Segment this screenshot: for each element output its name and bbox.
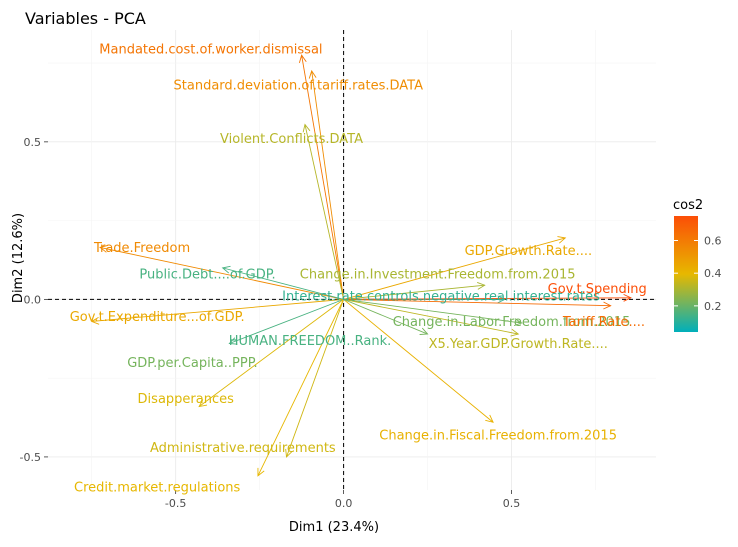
variable-label: GDP.per.Capita..PPP. bbox=[127, 356, 257, 371]
variable-arrow bbox=[309, 71, 343, 299]
variable-arrows bbox=[92, 55, 631, 476]
legend-tick-label: 0.6 bbox=[704, 235, 722, 248]
legend-tick-label: 0.4 bbox=[704, 267, 722, 280]
y-tick-label: 0.0 bbox=[24, 293, 42, 306]
variable-label: Trade.Freedom bbox=[93, 241, 190, 256]
variable-label: Mandated.cost.of.worker.dismissal bbox=[99, 42, 322, 57]
x-axis-title: Dim1 (23.4%) bbox=[289, 520, 379, 535]
cos2-legend: cos2 0.2 0.4 0.6 bbox=[673, 198, 722, 332]
variable-label: Disapperances bbox=[138, 392, 235, 407]
variable-label: Gov.t.Expenditure...of.GDP. bbox=[70, 310, 245, 325]
legend-title: cos2 bbox=[673, 198, 703, 213]
legend-colorbar bbox=[674, 216, 698, 332]
chart-title: Variables - PCA bbox=[25, 9, 146, 28]
variable-label: Credit.market.regulations bbox=[74, 480, 241, 495]
variable-label: Violent.Conflicts.DATA bbox=[220, 132, 363, 147]
x-tick-label: -0.5 bbox=[165, 497, 186, 510]
y-axis-title: Dim2 (12.6%) bbox=[11, 213, 26, 303]
variable-labels: Mandated.cost.of.worker.dismissal Standar… bbox=[70, 42, 647, 495]
variable-label: Public.Debt....of.GDP. bbox=[139, 268, 275, 283]
variable-label: Change.in.Fiscal.Freedom.from.2015 bbox=[379, 428, 617, 443]
variable-label: Standard.deviation.of.tariff.rates.DATA bbox=[174, 79, 424, 94]
plot-panel bbox=[48, 30, 656, 490]
variable-label: X5.Year.GDP.Growth.Rate.... bbox=[429, 337, 608, 352]
variable-label: HUMAN.FREEDOM..Rank. bbox=[229, 334, 392, 349]
arrow-shaft bbox=[312, 71, 344, 299]
variable-label: Tariff.Rate.... bbox=[562, 315, 645, 330]
y-tick-label: -0.5 bbox=[20, 451, 41, 464]
variable-label: GDP.Growth.Rate.... bbox=[465, 244, 593, 259]
variable-label: Administrative.requirements bbox=[150, 441, 336, 456]
y-tick-label: 0.5 bbox=[24, 136, 42, 149]
legend-tick-label: 0.2 bbox=[704, 300, 722, 313]
variable-label: Gov.t.Spending bbox=[548, 282, 647, 297]
x-tick-label: 0.0 bbox=[335, 497, 353, 510]
x-tick-label: 0.5 bbox=[503, 497, 521, 510]
variable-label: Change.in.Investment.Freedom.from.2015 bbox=[300, 268, 576, 283]
